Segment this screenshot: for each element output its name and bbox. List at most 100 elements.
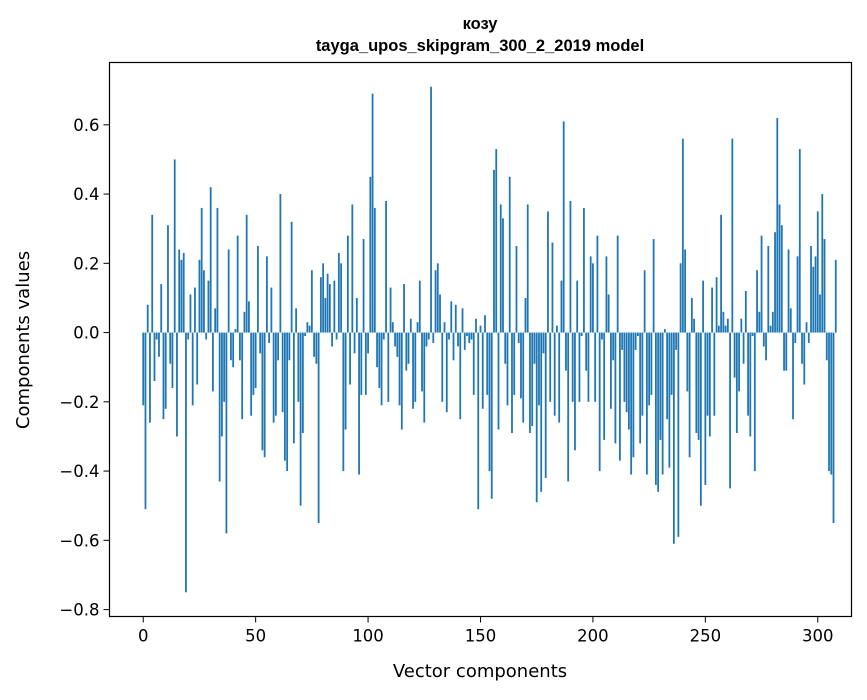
bar-29 — [207, 280, 210, 333]
bar-100 — [367, 332, 369, 354]
bar-149 — [477, 332, 480, 510]
bar-187 — [562, 121, 565, 333]
x-tick-label: 50 — [245, 627, 266, 646]
bar-307 — [832, 332, 835, 524]
bar-270 — [749, 332, 752, 437]
bar-96 — [358, 332, 360, 475]
x-tick-label: 0 — [138, 627, 149, 646]
bar-92 — [349, 332, 351, 385]
bar-286 — [785, 332, 788, 371]
bar-175 — [535, 332, 538, 503]
bar-91 — [346, 235, 349, 333]
bar-305 — [828, 332, 830, 472]
bar-284 — [780, 225, 783, 333]
bar-220 — [636, 332, 639, 337]
bar-127 — [427, 332, 430, 340]
bar-211 — [616, 235, 619, 333]
bar-30 — [209, 187, 212, 333]
bar-225 — [648, 332, 651, 406]
bar-84 — [331, 332, 333, 347]
bar-170 — [524, 297, 527, 333]
bar-216 — [628, 332, 630, 430]
bar-103 — [373, 207, 376, 333]
bar-151 — [481, 332, 484, 409]
bar-196 — [583, 207, 585, 333]
bar-277 — [765, 332, 767, 361]
bar-162 — [506, 332, 509, 406]
bar-45 — [243, 311, 246, 333]
bar-250 — [704, 332, 707, 485]
bar-124 — [421, 332, 423, 392]
bar-267 — [742, 332, 745, 364]
bar-95 — [355, 297, 358, 333]
bar-128 — [430, 86, 432, 333]
chart-title: козу — [463, 15, 499, 33]
bar-257 — [720, 214, 722, 333]
bar-71 — [301, 332, 304, 433]
bar-174 — [533, 332, 536, 364]
bar-118 — [407, 332, 410, 364]
bar-54 — [263, 332, 266, 458]
bar-136 — [448, 332, 450, 340]
bar-167 — [517, 332, 520, 343]
bar-69 — [297, 332, 300, 402]
bar-206 — [605, 256, 608, 333]
y-tick-label: −0.4 — [59, 462, 99, 481]
bar-237 — [675, 332, 678, 350]
bar-28 — [205, 332, 208, 340]
x-tick-label: 200 — [577, 627, 609, 646]
bar-154 — [488, 332, 491, 472]
bar-83 — [328, 284, 331, 333]
bar-293 — [801, 332, 803, 364]
bar-111 — [391, 322, 394, 333]
bar-86 — [335, 332, 338, 340]
bar-264 — [735, 332, 738, 433]
bar-107 — [382, 332, 385, 340]
bar-55 — [265, 256, 268, 333]
bar-297 — [810, 246, 812, 333]
bar-268 — [744, 291, 747, 333]
bar-292 — [798, 149, 801, 333]
bar-39 — [230, 332, 232, 361]
bar-182 — [551, 242, 554, 333]
bar-161 — [504, 332, 507, 364]
bar-254 — [713, 332, 716, 416]
bar-50 — [254, 332, 257, 388]
bar-241 — [684, 249, 687, 333]
bar-35 — [221, 332, 223, 437]
bar-272 — [753, 332, 756, 472]
bar-134 — [443, 322, 446, 333]
bar-229 — [657, 332, 660, 492]
bar-163 — [508, 176, 511, 333]
bar-198 — [587, 332, 590, 402]
bar-61 — [279, 194, 282, 333]
bar-205 — [603, 332, 606, 440]
bar-246 — [695, 332, 698, 433]
bar-72 — [304, 332, 307, 337]
bar-59 — [274, 332, 277, 416]
bar-120 — [412, 332, 414, 409]
bar-49 — [252, 332, 255, 395]
y-tick-label: 0.0 — [73, 324, 99, 343]
y-tick-label: 0.2 — [73, 254, 99, 273]
bar-119 — [409, 318, 412, 333]
bar-245 — [693, 318, 696, 333]
bar-240 — [681, 138, 684, 333]
bar-301 — [819, 294, 821, 333]
bar-222 — [641, 332, 644, 416]
bar-116 — [403, 284, 405, 333]
bar-183 — [553, 332, 556, 416]
bar-285 — [783, 332, 785, 371]
bar-164 — [511, 332, 513, 433]
bar-263 — [733, 332, 736, 378]
bar-143 — [463, 332, 466, 350]
bar-233 — [666, 332, 669, 420]
bar-201 — [594, 332, 597, 402]
bar-4 — [151, 214, 154, 333]
bar-224 — [645, 332, 648, 475]
bar-1 — [144, 332, 147, 510]
bar-133 — [441, 332, 444, 402]
bar-101 — [369, 176, 372, 333]
bar-226 — [650, 332, 653, 395]
